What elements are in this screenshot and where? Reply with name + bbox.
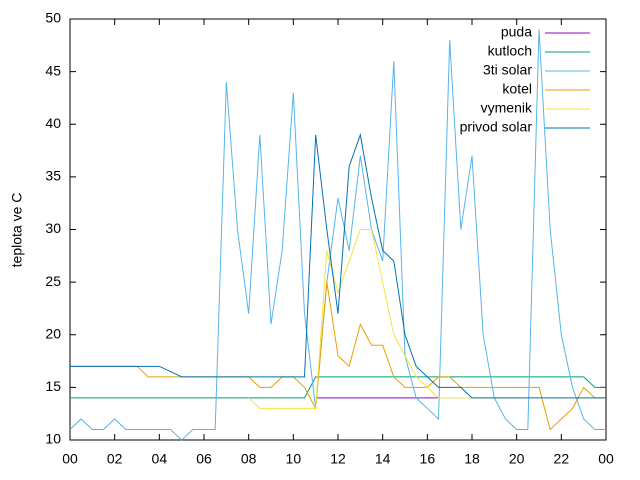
x-tick-label: 02 <box>107 451 123 467</box>
x-tick-label: 22 <box>554 451 570 467</box>
y-tick-label: 15 <box>45 378 61 394</box>
series-line <box>70 132 606 399</box>
legend-label: 3ti solar <box>483 62 532 78</box>
legend-label: puda <box>501 24 532 40</box>
x-tick-label: 04 <box>152 451 168 467</box>
series-line <box>70 282 606 431</box>
y-tick-label: 45 <box>45 62 61 78</box>
x-tick-label: 08 <box>241 451 257 467</box>
x-tick-label: 20 <box>509 451 525 467</box>
x-tick-label: 10 <box>286 451 302 467</box>
y-tick-label: 35 <box>45 168 61 184</box>
y-tick-label: 30 <box>45 220 61 236</box>
series-line <box>69 29 606 441</box>
y-tick-label: 40 <box>45 115 61 131</box>
x-tick-label: 16 <box>420 451 436 467</box>
legend-label: vymenik <box>481 100 533 116</box>
y-tick-label: 50 <box>45 10 61 26</box>
y-tick-label: 10 <box>45 431 61 447</box>
x-tick-label: 12 <box>330 451 346 467</box>
legend-label: privod solar <box>460 119 533 135</box>
y-tick-label: 20 <box>45 325 61 341</box>
x-tick-label: 18 <box>464 451 480 467</box>
series-line <box>70 376 606 399</box>
x-tick-label: 00 <box>598 451 614 467</box>
legend-label: kotel <box>502 81 532 97</box>
x-tick-label: 00 <box>62 451 78 467</box>
x-tick-label: 14 <box>375 451 391 467</box>
y-axis-label: teplota ve C <box>9 193 25 268</box>
x-tick-label: 06 <box>196 451 212 467</box>
y-tick-label: 25 <box>45 273 61 289</box>
legend-label: kutloch <box>488 43 532 59</box>
